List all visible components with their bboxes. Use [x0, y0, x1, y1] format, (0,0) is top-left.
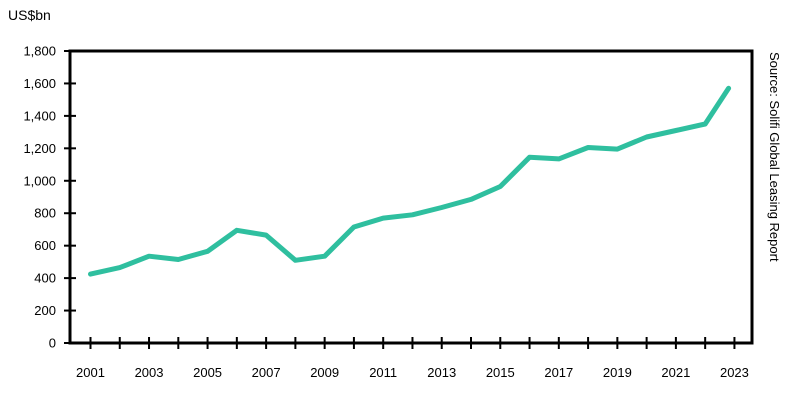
y-tick-label: 1,400 [23, 108, 56, 123]
y-tick-label: 1,200 [23, 141, 56, 156]
y-tick-label: 600 [34, 238, 56, 253]
x-tick-label: 2015 [486, 365, 515, 380]
y-tick-label: 1,600 [23, 76, 56, 91]
x-tick-label: 2011 [369, 365, 397, 380]
y-tick-label: 1,800 [23, 44, 56, 59]
x-tick-label: 2023 [720, 365, 749, 380]
series-line [88, 85, 732, 277]
x-tick-label: 2017 [544, 365, 573, 380]
y-axis-unit-label: US$bn [8, 7, 51, 23]
y-tick-label: 800 [34, 206, 56, 221]
series-layer [88, 85, 732, 277]
x-tick-label: 2001 [76, 365, 105, 380]
x-tick-label: 2009 [310, 365, 339, 380]
x-tick-label: 2007 [252, 365, 281, 380]
x-tick-label: 2005 [193, 365, 222, 380]
y-axis: 0 200 400 600 800 1,000 1,200 1,400 1,600 1,800 [23, 44, 76, 351]
source-note: Source: Solifi Global Leasing Report [767, 52, 782, 262]
y-tick-label: 200 [34, 303, 56, 318]
plot-frame [68, 49, 754, 345]
x-tick-label: 2003 [135, 365, 164, 380]
y-tick-label: 1,000 [23, 173, 56, 188]
x-tick-label: 2019 [603, 365, 632, 380]
x-tick-label: 2013 [427, 365, 456, 380]
y-tick-label: 0 [49, 336, 56, 351]
y-tick-label: 400 [34, 271, 56, 286]
x-tick-label: 2021 [661, 365, 690, 380]
